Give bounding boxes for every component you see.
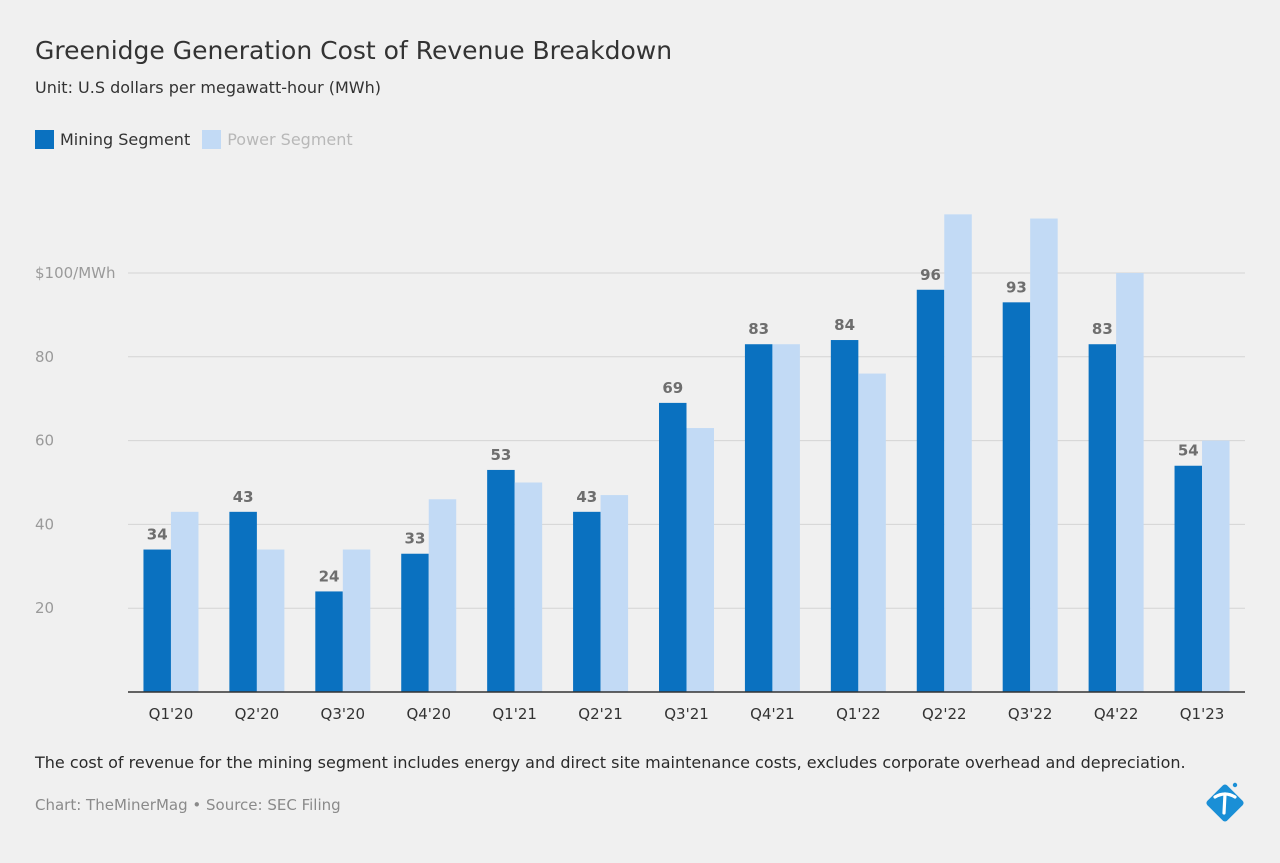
bar-power	[1030, 218, 1058, 692]
bar-mining	[1174, 465, 1203, 692]
x-tick-label: Q3'22	[1008, 705, 1053, 723]
x-tick-label: Q1'22	[836, 705, 881, 723]
y-tick-label: 80	[35, 348, 54, 366]
x-tick-label: Q4'20	[406, 705, 451, 723]
bar-mining	[830, 340, 859, 692]
bar-mining	[487, 469, 515, 692]
y-tick-label: 40	[35, 515, 54, 533]
bar-mining	[315, 591, 343, 692]
legend-swatch-power	[202, 130, 222, 149]
x-tick-label: Q2'21	[578, 705, 623, 723]
x-tick-label: Q4'22	[1094, 705, 1139, 723]
bar-power	[428, 499, 457, 692]
y-tick-label: 20	[35, 599, 54, 617]
bar-mining	[1088, 344, 1117, 692]
bar-power	[686, 428, 714, 692]
chart-title: Greenidge Generation Cost of Revenue Bre…	[35, 36, 673, 65]
bar-power	[1202, 440, 1230, 692]
bar-mining	[143, 549, 171, 692]
legend-item-mining[interactable]: Mining Segment	[35, 130, 190, 149]
bar-power	[514, 482, 543, 692]
legend-label-mining: Mining Segment	[60, 130, 191, 149]
bar-mining	[573, 511, 601, 692]
data-label: 83	[1092, 320, 1113, 338]
bar-power	[342, 549, 371, 692]
legend-item-power[interactable]: Power Segment	[202, 130, 353, 149]
bar-mining	[401, 553, 429, 692]
x-tick-label: Q4'21	[750, 705, 795, 723]
data-label: 84	[834, 316, 855, 334]
x-tick-label: Q2'20	[235, 705, 280, 723]
pickaxe-logo-icon[interactable]	[1202, 780, 1248, 826]
x-tick-label: Q1'21	[492, 705, 537, 723]
bar-mining	[229, 511, 257, 692]
chart-subtitle: Unit: U.S dollars per megawatt-hour (MWh…	[35, 78, 381, 97]
data-label: 24	[319, 567, 340, 585]
x-tick-label: Q2'22	[922, 705, 967, 723]
bar-mining	[1002, 302, 1031, 692]
bar-power	[1116, 273, 1144, 692]
legend-label-power: Power Segment	[227, 130, 353, 149]
chart-credit: Chart: TheMinerMag • Source: SEC Filing	[35, 796, 341, 814]
data-label: 33	[405, 530, 426, 548]
bar-power	[772, 344, 800, 692]
x-tick-label: Q3'20	[321, 705, 366, 723]
chart-footnote: The cost of revenue for the mining segme…	[35, 753, 1186, 772]
bar-mining	[659, 402, 687, 692]
data-label: 43	[576, 488, 597, 506]
bar-mining	[744, 344, 773, 692]
bar-power	[944, 214, 972, 692]
data-label: 43	[233, 488, 254, 506]
data-label: 96	[920, 266, 941, 284]
legend-swatch-mining	[35, 130, 54, 149]
bar-mining	[916, 289, 945, 692]
x-tick-label: Q3'21	[664, 705, 709, 723]
data-label: 83	[748, 320, 769, 338]
data-label: 54	[1178, 442, 1199, 460]
x-tick-label: Q1'23	[1180, 705, 1225, 723]
y-tick-label: $100/MWh	[35, 264, 116, 282]
legend: Mining Segment Power Segment	[35, 130, 365, 149]
bar-power	[858, 373, 886, 692]
data-label: 34	[147, 526, 168, 544]
data-label: 53	[490, 446, 511, 464]
data-label: 93	[1006, 278, 1027, 296]
bar-power	[600, 495, 629, 692]
bar-power	[256, 549, 285, 692]
y-tick-label: 60	[35, 432, 54, 450]
data-label: 69	[662, 379, 683, 397]
bar-power	[170, 511, 199, 692]
x-tick-label: Q1'20	[149, 705, 194, 723]
